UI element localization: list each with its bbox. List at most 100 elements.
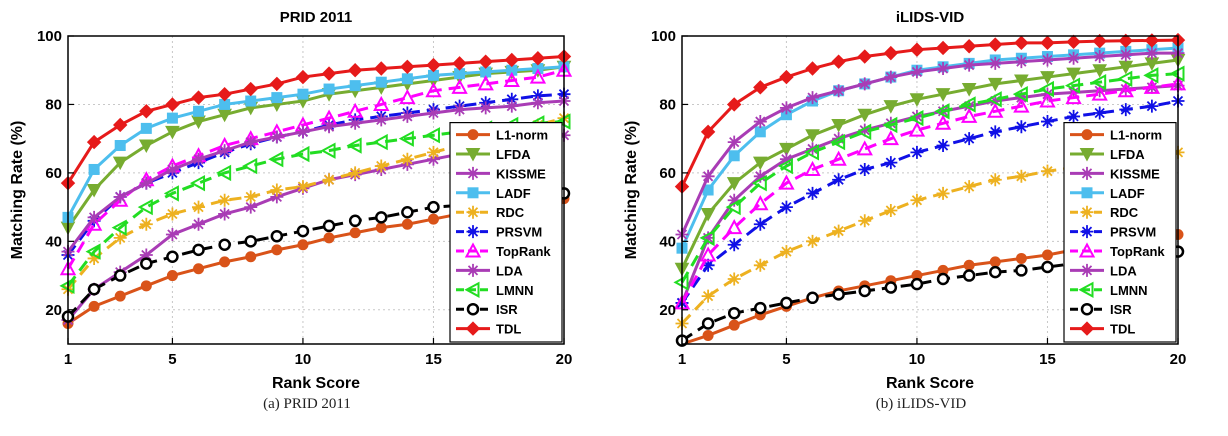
data-point xyxy=(427,200,440,214)
data-point xyxy=(988,56,1002,70)
data-point xyxy=(934,114,952,130)
data-point xyxy=(426,106,440,120)
data-point xyxy=(753,115,767,129)
data-point xyxy=(831,118,846,133)
legend-marker xyxy=(1080,302,1094,316)
ilids-vid-series-prsvm xyxy=(675,94,1185,310)
ilids-vid-y-axis-label: Matching Rate (%) xyxy=(623,121,640,260)
legend-marker xyxy=(467,129,479,141)
data-point xyxy=(701,258,715,272)
legend-marker xyxy=(1080,205,1094,219)
legend-label: TDL xyxy=(1110,322,1135,337)
legend-label: RDC xyxy=(1110,205,1139,220)
data-point xyxy=(297,239,309,251)
data-point xyxy=(883,45,899,61)
y-tick-label: 60 xyxy=(659,165,676,182)
y-tick-label: 80 xyxy=(659,96,676,113)
data-point xyxy=(139,217,153,231)
legend-item: L1-norm xyxy=(1070,128,1162,143)
chart-panel-prid2011: PRID 2011 1 5 10 15 20 20 40 60 80 100 Rank Score Ma… xyxy=(9,9,572,412)
data-point xyxy=(189,174,206,192)
data-point xyxy=(960,107,978,123)
data-point xyxy=(832,84,846,98)
data-point xyxy=(701,289,715,303)
legend-item: LDA xyxy=(456,263,523,278)
y-tick-label: 80 xyxy=(45,96,62,113)
data-point xyxy=(934,103,950,120)
data-point xyxy=(374,113,388,127)
data-point xyxy=(1119,82,1133,96)
data-point xyxy=(114,140,126,152)
legend-marker xyxy=(466,225,480,239)
data-point xyxy=(271,244,283,256)
data-point xyxy=(426,145,440,159)
data-point xyxy=(935,88,951,102)
data-point xyxy=(1117,82,1134,98)
legend-item: L1-norm xyxy=(456,128,548,143)
legend-item: ISR xyxy=(456,302,518,317)
data-point xyxy=(426,57,441,73)
data-point xyxy=(1066,67,1081,82)
data-point xyxy=(727,272,741,286)
data-point xyxy=(832,288,845,301)
data-point xyxy=(1067,51,1081,65)
data-point xyxy=(883,100,899,114)
data-point xyxy=(830,150,847,166)
data-point xyxy=(245,251,257,263)
data-point xyxy=(832,224,846,238)
data-point xyxy=(961,83,977,97)
data-point xyxy=(780,296,793,310)
legend-item: PRSVM xyxy=(456,225,542,240)
data-point xyxy=(908,121,926,137)
prid2011-series-tdl xyxy=(60,49,572,191)
data-point xyxy=(270,183,284,197)
data-point xyxy=(244,200,258,214)
data-point xyxy=(986,91,1002,108)
data-point xyxy=(218,144,232,158)
prid2011-axes-box xyxy=(67,35,565,345)
ilids-vid-axes-box xyxy=(681,35,1179,345)
prid2011-series-lda xyxy=(61,94,571,259)
y-tick-label: 60 xyxy=(45,165,62,182)
legend-label: KISSME xyxy=(1110,166,1160,181)
data-point xyxy=(218,193,232,207)
data-point xyxy=(727,238,741,252)
legend-marker xyxy=(467,187,479,199)
legend-label: ISR xyxy=(496,302,518,317)
data-point xyxy=(910,65,924,79)
legend-label: RDC xyxy=(496,205,525,220)
data-point xyxy=(988,94,1002,108)
legend-marker xyxy=(466,263,480,277)
data-point xyxy=(1067,109,1081,123)
data-point xyxy=(270,229,284,243)
series-line xyxy=(66,68,565,270)
legend-label: TDL xyxy=(496,322,521,337)
data-point xyxy=(216,164,232,182)
data-point xyxy=(322,219,336,233)
data-point xyxy=(989,256,1001,268)
data-point xyxy=(753,217,767,231)
legend-item: LFDA xyxy=(1070,147,1145,162)
data-point xyxy=(857,108,873,123)
data-point xyxy=(1119,48,1133,62)
data-point xyxy=(296,224,310,238)
legend-item: KISSME xyxy=(1070,166,1160,181)
data-point xyxy=(727,193,741,207)
data-point xyxy=(882,130,900,146)
data-point xyxy=(505,92,519,106)
data-point xyxy=(1143,67,1159,84)
data-point xyxy=(111,219,127,236)
data-point xyxy=(910,145,924,159)
series-line xyxy=(680,99,1179,304)
legend-label: PRSVM xyxy=(496,225,542,240)
data-point xyxy=(753,258,767,272)
data-point xyxy=(778,174,795,190)
data-point xyxy=(699,246,717,262)
legend-marker xyxy=(1081,187,1093,199)
legend-item: KISSME xyxy=(456,166,546,181)
data-point xyxy=(701,231,715,245)
data-point xyxy=(531,96,545,110)
data-point xyxy=(400,152,414,166)
data-point xyxy=(193,105,205,117)
